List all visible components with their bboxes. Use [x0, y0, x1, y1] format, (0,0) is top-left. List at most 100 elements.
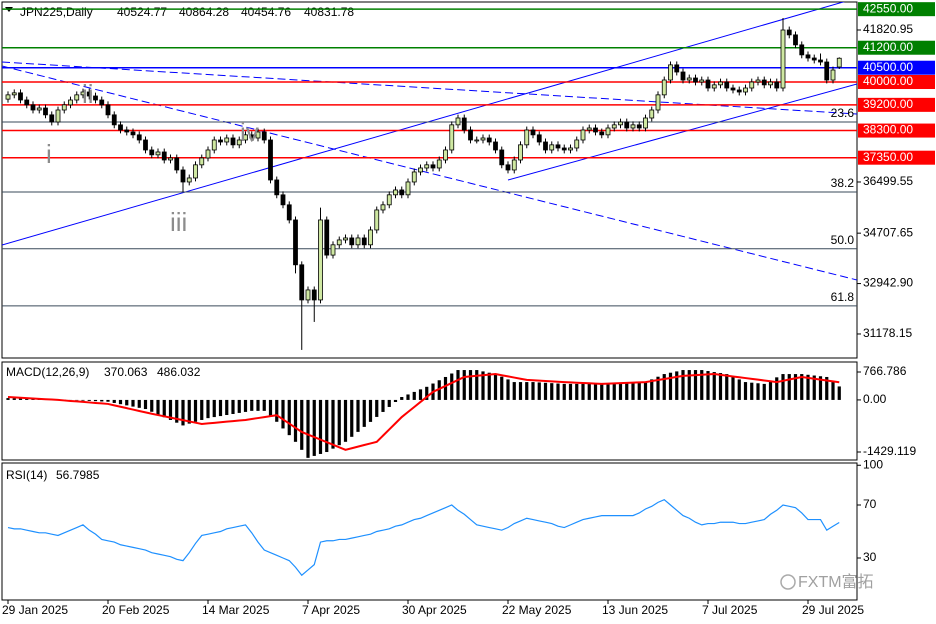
candle-body: [611, 124, 617, 129]
macd-bar: [287, 399, 291, 436]
candle-body: [811, 57, 817, 61]
candle-body: [418, 167, 423, 173]
candle-body: [674, 64, 680, 73]
macd-bar: [243, 399, 248, 412]
macd-bar: [793, 374, 798, 400]
candle-body: [524, 129, 530, 146]
y-tick-label: 766.786: [863, 364, 907, 378]
candle-body: [736, 89, 742, 93]
x-tick-label: 7 Jul 2025: [702, 603, 758, 617]
macd-bar: [562, 383, 566, 400]
macd-bar: [200, 399, 204, 420]
price-plot: [2, 8, 857, 350]
low-value: 40454.76: [241, 5, 291, 19]
candle-body: [243, 134, 248, 141]
candle-body: [268, 139, 273, 181]
macd-bar: [137, 399, 141, 408]
candle-body: [443, 149, 448, 161]
macd-bar: [375, 399, 379, 417]
candle-body: [130, 131, 136, 136]
candle-body: [643, 117, 648, 129]
candle-body: [230, 137, 236, 146]
level-label: 39200.00: [863, 97, 913, 111]
candle-body: [174, 157, 180, 171]
candle-body: [249, 134, 255, 139]
macd-bar: [650, 379, 654, 400]
macd-bar: [631, 382, 635, 400]
x-tick-label: 14 Mar 2025: [202, 603, 270, 617]
candle-body: [730, 87, 736, 91]
macd-bar: [206, 399, 210, 419]
candle-body: [111, 114, 117, 126]
macd-bar: [543, 382, 548, 400]
watermark-logo: [780, 574, 796, 590]
candle-body: [305, 289, 311, 301]
macd-bar: [812, 375, 816, 400]
macd-bar: [725, 374, 729, 400]
macd-bar: [681, 370, 685, 400]
candle-body: [343, 237, 348, 241]
candle-body: [261, 131, 267, 141]
candle-body: [474, 139, 480, 142]
candle-body: [180, 169, 186, 183]
candle-body: [718, 81, 723, 86]
candle-body: [286, 204, 292, 221]
macd-bar: [637, 382, 641, 400]
macd-bar: [381, 399, 385, 412]
candle-body: [805, 54, 811, 59]
candle-body: [468, 129, 473, 141]
candle-body: [830, 69, 836, 81]
candle-body: [518, 144, 523, 161]
x-tick-label: 13 Jun 2025: [602, 603, 668, 617]
macd-title: MACD(12,26,9): [6, 365, 89, 379]
candle-body: [836, 57, 842, 68]
candle-body: [299, 264, 305, 301]
macd-bar: [368, 399, 373, 422]
candle-body: [186, 177, 192, 183]
macd-bar: [825, 376, 829, 400]
x-tick-label: 20 Feb 2025: [102, 603, 170, 617]
candle-body: [699, 79, 705, 83]
candle-body: [793, 34, 798, 46]
candle-body: [11, 92, 17, 96]
candle-body: [561, 147, 567, 151]
y-tick-label: 32942.90: [863, 276, 913, 290]
candle-body: [568, 147, 573, 151]
macd-bar: [818, 376, 823, 400]
macd-bar: [487, 372, 491, 400]
candle-body: [724, 81, 730, 89]
candle-body: [143, 139, 148, 151]
macd-bar: [587, 383, 591, 400]
candle-body: [393, 189, 398, 196]
macd-bar: [656, 376, 660, 400]
macd-bar: [25, 398, 29, 400]
candle-body: [486, 137, 492, 143]
price-panel: [1, 1, 858, 359]
macd-bar: [218, 399, 223, 417]
macd-bar: [156, 399, 160, 415]
wave-label: iii: [170, 207, 187, 237]
candle-body: [355, 237, 361, 246]
macd-bar: [612, 383, 616, 400]
y-tick-label: 41820.95: [863, 22, 913, 36]
macd-bar: [6, 398, 10, 400]
candle-body: [599, 131, 605, 136]
macd-bar: [193, 399, 198, 422]
candle-body: [199, 157, 205, 166]
macd-bar: [743, 382, 748, 400]
macd-bar: [112, 399, 116, 403]
level-label: 38300.00: [863, 123, 913, 137]
candle-body: [293, 219, 298, 266]
fib-label: 61.8: [831, 290, 855, 304]
candle-body: [786, 29, 792, 36]
macd-bar: [300, 399, 304, 450]
y-tick-label: -1429.119: [863, 444, 916, 458]
y-tick-label: 70: [863, 497, 877, 511]
macd-bar: [443, 376, 448, 400]
candle-body: [424, 164, 430, 169]
candle-body: [605, 127, 611, 136]
macd-panel: [1, 361, 858, 461]
